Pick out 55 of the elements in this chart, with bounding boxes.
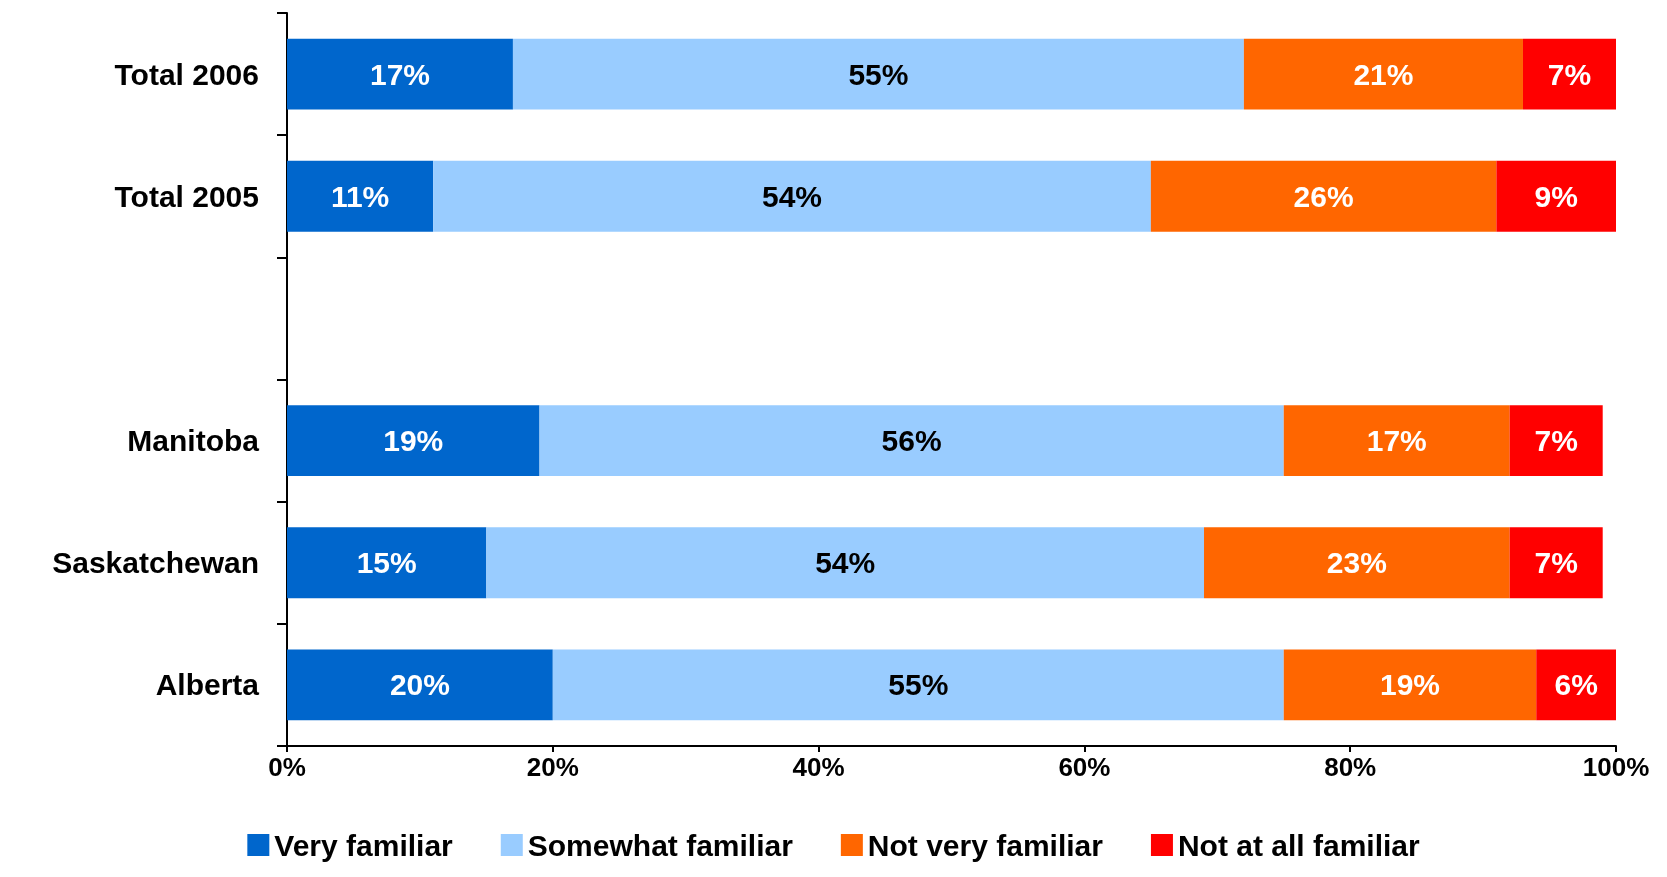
bar	[433, 160, 1151, 232]
data-label: 55%	[888, 668, 949, 702]
y-tick-label: Total 2006	[114, 57, 259, 91]
data-label: 6%	[1554, 668, 1598, 702]
bar	[1496, 160, 1616, 232]
data-label: 19%	[383, 424, 444, 458]
bar	[1283, 649, 1537, 721]
data-label: 9%	[1534, 179, 1578, 213]
x-tick-label: 20%	[526, 752, 579, 782]
x-tick-label: 0%	[268, 752, 306, 782]
data-label: 7%	[1534, 546, 1578, 580]
data-label: 55%	[848, 57, 909, 91]
x-tick-label: 40%	[792, 752, 845, 782]
legend-label: Very familiar	[274, 828, 454, 862]
bar	[1536, 649, 1616, 721]
x-tick-label: 60%	[1058, 752, 1111, 782]
bar	[287, 649, 553, 721]
bar	[1509, 527, 1603, 599]
data-label: 17%	[369, 57, 430, 91]
data-label: 23%	[1326, 546, 1387, 580]
data-label: 56%	[881, 424, 942, 458]
bar	[287, 38, 513, 110]
y-tick-label: Manitoba	[127, 424, 260, 458]
x-tick-label: 100%	[1582, 752, 1650, 782]
bar	[1509, 405, 1603, 477]
legend-label: Not very familiar	[867, 828, 1104, 862]
y-tick-label: Alberta	[155, 668, 260, 702]
y-tick-label: Total 2005	[114, 179, 259, 213]
bar	[1522, 38, 1616, 110]
bar	[287, 405, 540, 477]
bar	[287, 160, 434, 232]
bar	[1243, 38, 1523, 110]
bar	[539, 405, 1284, 477]
bar	[552, 649, 1284, 721]
data-label: 11%	[330, 179, 390, 213]
data-label: 7%	[1534, 424, 1578, 458]
data-label: 26%	[1293, 179, 1354, 213]
bar	[1150, 160, 1497, 232]
data-label: 15%	[356, 546, 417, 580]
bar	[486, 527, 1205, 599]
data-label: 54%	[815, 546, 876, 580]
bar	[1283, 405, 1510, 477]
data-label: 7%	[1547, 57, 1592, 91]
bar	[512, 38, 1244, 110]
legend-label: Not at all familiar	[1177, 828, 1420, 862]
legend-label: Somewhat familiar	[527, 828, 794, 862]
data-label: 20%	[389, 668, 450, 702]
data-label: 21%	[1353, 57, 1414, 91]
y-tick-label: Saskatchewan	[52, 546, 259, 580]
bar	[287, 527, 487, 599]
data-label: 17%	[1366, 424, 1427, 458]
bar	[1204, 527, 1510, 599]
x-tick-label: 80%	[1324, 752, 1377, 782]
data-label: 19%	[1379, 668, 1441, 702]
data-label: 54%	[762, 179, 823, 213]
